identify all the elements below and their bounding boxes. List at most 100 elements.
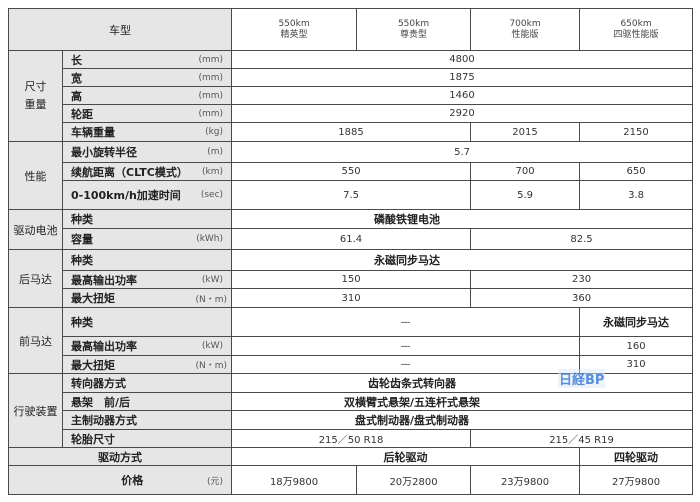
cell: 后轮驱动 xyxy=(231,447,581,466)
cell: 700 xyxy=(470,162,581,181)
cell: 360 xyxy=(470,288,694,308)
row-label: 轮胎尺寸 xyxy=(61,429,233,448)
cell: 2015 xyxy=(470,122,581,142)
row-unit: (km) xyxy=(195,162,233,181)
row-label: 悬架 前/后 xyxy=(61,392,233,411)
row-label: 轮距 xyxy=(62,104,196,123)
row-label: 最大扭矩 xyxy=(62,355,196,374)
table-row: 最大扭矩 (N・m) 310 360 xyxy=(9,288,694,308)
cell: 215／45 R19 xyxy=(470,429,694,448)
cell: — xyxy=(231,307,581,337)
row-unit: (mm) xyxy=(195,86,233,105)
row-label: 种类 xyxy=(61,249,233,271)
cell: 7.5 xyxy=(231,180,472,210)
cell: 双横臂式悬架/五连杆式悬架 xyxy=(231,392,694,411)
table-row: 车辆重量 (kg) 1885 2015 2150 xyxy=(9,122,694,142)
row-label: 最小旋转半径 xyxy=(62,141,196,163)
cell: 27万9800 xyxy=(579,465,694,495)
table-row: 最高输出功率 (kW) — 160 xyxy=(9,336,694,356)
table-row: 轮胎尺寸 215／50 R18 215／45 R19 xyxy=(9,429,694,448)
cell: 160 xyxy=(579,336,694,356)
row-unit: (N・m) xyxy=(195,355,233,374)
table-row: 前马达 种类 — 永磁同步马达 xyxy=(8,307,694,374)
row-label: 种类 xyxy=(61,307,233,337)
table-row: 最大扭矩 (N・m) — 310 xyxy=(9,355,694,374)
row-label: 转向器方式 xyxy=(61,373,233,393)
cell: 3.8 xyxy=(579,180,694,210)
model-2: 550km 尊贵型 xyxy=(356,8,472,51)
group-size: 尺寸 重量 xyxy=(8,50,63,142)
cell: 18万9800 xyxy=(231,465,358,495)
cell: — xyxy=(231,355,581,374)
header-row: 车型 550km 精英型 550km 尊贵型 700km 性能版 650km 四驱性能版 xyxy=(7,8,694,51)
cell: 650 xyxy=(579,162,694,181)
row-unit: (sec) xyxy=(195,180,233,210)
spec-table: 车型 550km 精英型 550km 尊贵型 700km 性能版 650km 四驱性能版… xyxy=(7,8,694,495)
table-row: 驱动电池 种类 磷酸铁锂电池 xyxy=(8,209,694,250)
table-row: 性能 最小旋转半径 (m) 5.7 xyxy=(8,141,694,210)
cell: 四轮驱动 xyxy=(579,447,694,466)
row-label: 种类 xyxy=(61,209,233,229)
row-label: 0-100km/h加速时间 xyxy=(62,180,196,210)
cell: 61.4 xyxy=(231,228,472,250)
table-row: 续航距离（CLTC模式） (km) 550 700 650 xyxy=(9,162,694,181)
cell: 2150 xyxy=(579,122,694,142)
cell: 5.7 xyxy=(231,141,694,163)
cell: 150 xyxy=(231,270,472,289)
group-battery: 驱动电池 xyxy=(8,209,63,250)
model-4: 650km 四驱性能版 xyxy=(579,8,694,51)
cell: 310 xyxy=(231,288,472,308)
table-row: 容量 (kWh) 61.4 82.5 xyxy=(9,228,694,250)
cell: 1885 xyxy=(231,122,472,142)
cell: 齿轮齿条式转向器 xyxy=(231,373,694,393)
row-unit: (kW) xyxy=(195,270,233,289)
row-unit: (mm) xyxy=(195,104,233,123)
table-row: 价格 (元) 18万9800 20万2800 23万9800 27万9800 xyxy=(8,465,694,495)
row-label: 容量 xyxy=(62,228,196,250)
cell: 1460 xyxy=(231,86,694,105)
drive-label: 驱动方式 xyxy=(7,447,233,466)
row-unit: (m) xyxy=(195,141,233,163)
cell: 永磁同步马达 xyxy=(231,249,694,271)
cell: 1875 xyxy=(231,68,694,87)
row-label: 最高输出功率 xyxy=(62,336,196,356)
row-label: 长 xyxy=(62,50,196,69)
model-3: 700km 性能版 xyxy=(470,8,581,51)
row-unit: (kWh) xyxy=(195,228,233,250)
row-label: 宽 xyxy=(62,68,196,87)
row-unit: (mm) xyxy=(195,68,233,87)
row-label: 最高输出功率 xyxy=(62,270,196,289)
group-chassis: 行驶装置 xyxy=(8,373,63,448)
cell: 盘式制动器/盘式制动器 xyxy=(231,410,694,430)
row-unit: (N・m) xyxy=(195,288,233,308)
cell: 5.9 xyxy=(470,180,581,210)
cell: 230 xyxy=(470,270,694,289)
group-rear-motor: 后马达 xyxy=(8,249,63,308)
table-row: 尺寸 重量 长 (mm) 4800 xyxy=(8,50,694,142)
cell: 永磁同步马达 xyxy=(579,307,694,337)
cell: 215／50 R18 xyxy=(231,429,472,448)
row-label: 主制动器方式 xyxy=(61,410,233,430)
row-unit: (元) xyxy=(195,465,233,495)
table-row: 主制动器方式 盘式制动器/盘式制动器 xyxy=(9,410,694,430)
group-performance: 性能 xyxy=(8,141,63,210)
cell: 550 xyxy=(231,162,472,181)
cell: 4800 xyxy=(231,50,694,69)
cell: 20万2800 xyxy=(356,465,472,495)
table-row: 后马达 种类 永磁同步马达 xyxy=(8,249,694,308)
cell: 82.5 xyxy=(470,228,694,250)
group-front-motor: 前马达 xyxy=(8,307,63,374)
row-label: 续航距离（CLTC模式） xyxy=(62,162,196,181)
table-row: 0-100km/h加速时间 (sec) 7.5 5.9 3.8 xyxy=(9,180,694,210)
table-row: 高 (mm) 1460 xyxy=(9,86,694,105)
cell: 2920 xyxy=(231,104,694,123)
table-row: 宽 (mm) 1875 xyxy=(9,68,694,87)
model-1: 550km 精英型 xyxy=(231,8,358,51)
row-unit: (mm) xyxy=(195,50,233,69)
row-label: 最大扭矩 xyxy=(62,288,196,308)
cell: 磷酸铁锂电池 xyxy=(231,209,694,229)
table-row: 轮距 (mm) 2920 xyxy=(9,104,694,123)
model-header: 车型 xyxy=(7,8,233,51)
table-row: 悬架 前/后 双横臂式悬架/五连杆式悬架 xyxy=(9,392,694,411)
table-row: 驱动方式 后轮驱动 四轮驱动 xyxy=(7,447,694,466)
